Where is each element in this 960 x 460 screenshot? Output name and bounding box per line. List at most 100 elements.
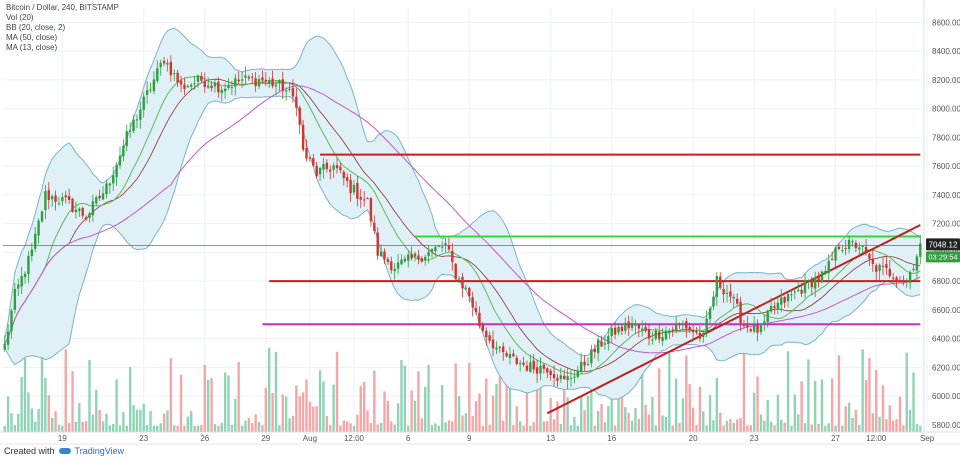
candle-body xyxy=(488,335,491,341)
footer-brand[interactable]: TradingView xyxy=(74,446,125,456)
candle-body xyxy=(203,81,206,88)
candle-body xyxy=(220,89,223,94)
candle-body xyxy=(369,198,373,222)
candle-body xyxy=(590,349,593,364)
candle-body xyxy=(356,182,359,199)
volume-bar xyxy=(3,425,6,432)
volume-bar xyxy=(613,425,617,432)
volume-bar xyxy=(654,425,657,432)
volume-bar xyxy=(573,416,576,432)
volume-bar xyxy=(559,423,563,432)
volume-bar xyxy=(719,412,722,432)
volume-bar xyxy=(301,392,305,432)
candle-body xyxy=(505,353,508,357)
volume-bar xyxy=(47,395,50,432)
volume-bar xyxy=(627,412,630,432)
last-price-tag xyxy=(926,238,960,251)
volume-bar xyxy=(383,391,386,432)
volume-bar xyxy=(125,425,128,432)
candle-body xyxy=(807,280,810,282)
volume-bar xyxy=(322,381,325,432)
candle-body xyxy=(50,196,54,200)
volume-bar xyxy=(186,416,190,432)
volume-bar xyxy=(634,407,637,432)
volume-bar xyxy=(105,413,108,432)
volume-bar xyxy=(488,424,491,432)
candle-body xyxy=(559,375,563,379)
x-tick-label: 6 xyxy=(406,434,411,443)
volume-bar xyxy=(362,382,366,432)
candle-body xyxy=(766,310,769,323)
volume-bar xyxy=(454,363,457,432)
volume-bar xyxy=(30,408,34,432)
candle-body xyxy=(142,96,145,110)
volume-bar xyxy=(566,397,569,432)
volume-bar xyxy=(678,423,681,432)
volume-bar xyxy=(376,424,379,432)
volume-bar xyxy=(518,421,522,432)
candle-body xyxy=(905,281,908,283)
legend-bb: BB (20, close, 2) xyxy=(6,23,66,32)
volume-bar xyxy=(440,385,444,432)
candle-body xyxy=(657,331,661,340)
y-tick-label: 6600.00 xyxy=(932,306,960,315)
y-tick-label: 8400.00 xyxy=(932,47,960,56)
candle-body xyxy=(790,294,793,296)
candle-body xyxy=(895,277,898,282)
x-tick-label: Sep xyxy=(920,434,935,443)
bollinger-bands xyxy=(4,27,921,400)
volume-bar xyxy=(841,425,844,432)
candle-body xyxy=(566,376,569,381)
candle-body xyxy=(244,75,247,78)
volume-bar xyxy=(471,415,474,432)
volume-bar xyxy=(522,425,525,432)
volume-bar xyxy=(91,414,95,432)
candle-body xyxy=(732,296,735,299)
volume-bar xyxy=(895,419,898,432)
candle-body xyxy=(915,256,919,271)
candle-body xyxy=(641,328,644,331)
volume-bar xyxy=(756,376,759,432)
candle-body xyxy=(386,259,390,262)
candle-body xyxy=(84,217,88,220)
candle-body xyxy=(227,85,230,89)
volume-bar xyxy=(417,371,420,432)
candle-body xyxy=(515,357,518,364)
volume-bar xyxy=(101,421,105,432)
volume-bar xyxy=(915,424,919,432)
candle-body xyxy=(112,175,115,184)
volume-bar xyxy=(515,406,518,432)
x-tick-label: 23 xyxy=(139,434,148,443)
candle-body xyxy=(44,191,47,211)
volume-bar xyxy=(807,359,810,432)
volume-bar xyxy=(420,418,423,432)
y-tick-label: 7200.00 xyxy=(932,220,960,229)
candle-body xyxy=(671,329,674,331)
candle-body xyxy=(325,162,329,170)
candle-body xyxy=(210,85,213,89)
candle-body xyxy=(535,367,539,374)
volume-bar xyxy=(742,353,746,432)
volume-bar xyxy=(145,425,149,432)
candle-body xyxy=(295,96,298,108)
volume-bar xyxy=(464,413,468,432)
candle-body xyxy=(308,157,312,159)
candle-body xyxy=(624,322,627,331)
volume-bar xyxy=(132,405,135,432)
candle-body xyxy=(440,246,444,248)
volume-bar xyxy=(668,352,671,432)
volume-bar xyxy=(888,405,891,432)
volume-bar xyxy=(430,425,434,432)
volume-bar xyxy=(827,423,830,432)
candle-body xyxy=(729,291,732,297)
volume-bar xyxy=(712,420,715,432)
candle-body xyxy=(427,251,430,257)
candle-body xyxy=(549,370,552,375)
candle-body xyxy=(613,327,617,335)
y-tick-label: 8200.00 xyxy=(932,76,960,85)
volume-bar xyxy=(44,378,47,432)
y-tick-label: 8600.00 xyxy=(932,18,960,27)
volume-bar xyxy=(461,415,464,432)
volume-bar xyxy=(251,422,254,432)
